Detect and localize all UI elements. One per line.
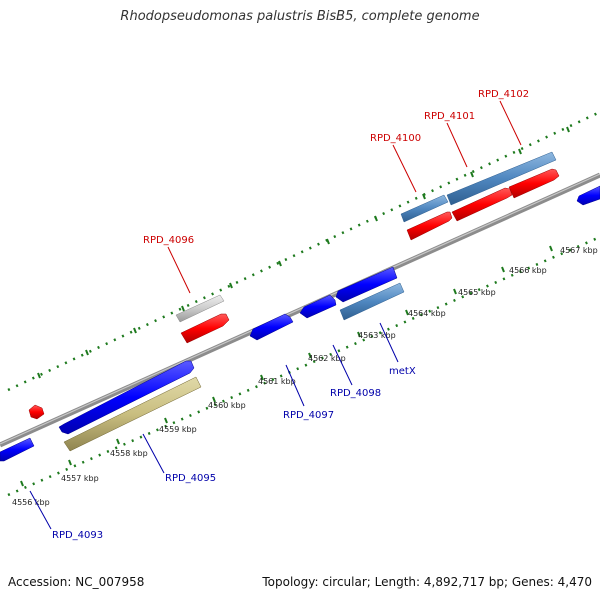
gene-label-metx[interactable]: metX <box>389 366 416 377</box>
gene-arrow-rpd-4102[interactable] <box>508 168 560 199</box>
gene-label-rpd-4096[interactable]: RPD_4096 <box>143 235 194 246</box>
gene-arrow-rpd-4098[interactable] <box>299 294 337 319</box>
gene-arrow-rpd-4096-gray[interactable] <box>175 294 225 323</box>
gene-label-rpd-4098[interactable]: RPD_4098 <box>330 388 381 399</box>
kbp-label: 4565 kbp <box>458 288 496 297</box>
gene-arrow-rpd-4093[interactable] <box>0 437 35 462</box>
gene-arrow-steel-rpd-4101-4102[interactable] <box>446 151 557 206</box>
kbp-label: 4567 kbp <box>560 246 598 255</box>
genome-backbone <box>0 172 600 448</box>
gene-label-rpd-4097[interactable]: RPD_4097 <box>283 410 334 421</box>
gene-arrow-rpd-4097[interactable] <box>249 313 294 341</box>
gene-label-rpd-4102[interactable]: RPD_4102 <box>478 89 529 100</box>
gene-arrow-rpd-4100[interactable] <box>406 211 453 241</box>
kbp-label: 4559 kbp <box>159 425 197 434</box>
kbp-label: 4561 kbp <box>258 377 296 386</box>
kbp-label: 4558 kbp <box>110 449 148 458</box>
gene-label-rpd-4095[interactable]: RPD_4095 <box>165 473 216 484</box>
gene-arrow-rpd-4101[interactable] <box>451 187 513 222</box>
gene-arrow-rpd-4095[interactable] <box>63 376 202 452</box>
gene-arrow-metx[interactable] <box>339 282 405 321</box>
gene-label-rpd-4101[interactable]: RPD_4101 <box>424 111 475 122</box>
gene-arrow-red-small[interactable] <box>28 404 45 420</box>
reverse-tick-track <box>7 235 600 497</box>
kbp-label: 4557 kbp <box>61 474 99 483</box>
genome-summary-text: Topology: circular; Length: 4,892,717 bp… <box>262 575 592 589</box>
kbp-label: 4563 kbp <box>358 331 396 340</box>
gene-label-rpd-4100[interactable]: RPD_4100 <box>370 133 421 144</box>
leader-lines <box>29 100 522 530</box>
genome-backbone-highlight <box>0 173 600 445</box>
genome-title: Rhodopseudomonas palustris BisB5, comple… <box>120 9 480 24</box>
forward-tick-track <box>7 110 600 392</box>
gene-label-rpd-4093[interactable]: RPD_4093 <box>52 530 103 541</box>
kbp-label: 4566 kbp <box>509 266 547 275</box>
gene-arrow-blue-long[interactable] <box>58 360 195 435</box>
kbp-label: 4562 kbp <box>308 354 346 363</box>
gene-arrow-blue-right[interactable] <box>576 185 600 206</box>
kbp-label: 4560 kbp <box>208 401 246 410</box>
gene-arrow-blue-mid[interactable] <box>335 266 398 303</box>
kbp-label: 4556 kbp <box>12 498 50 507</box>
kbp-label: 4564 kbp <box>408 309 446 318</box>
accession-text: Accession: NC_007958 <box>8 575 145 589</box>
gene-arrow-steel-rpd-4100[interactable] <box>400 194 449 223</box>
major-ticks <box>20 126 570 487</box>
gene-arrow-rpd-4096[interactable] <box>180 313 230 344</box>
